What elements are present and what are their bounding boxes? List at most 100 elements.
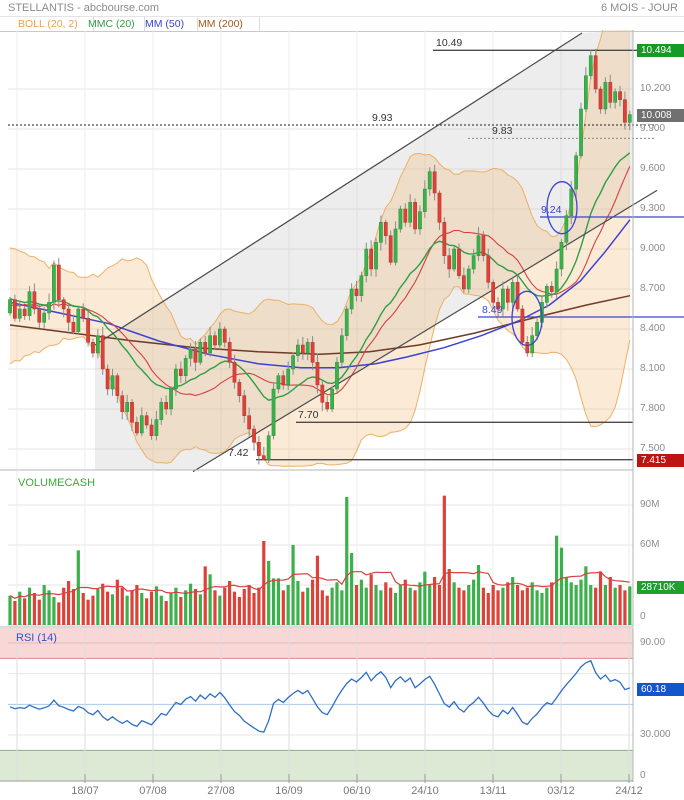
candle-body: [247, 415, 251, 430]
volume-bar: [554, 535, 559, 625]
volume-bar: [608, 577, 612, 625]
legend-bollinger[interactable]: BOLL (20, 2): [8, 17, 94, 31]
date-label: 13/11: [479, 785, 507, 797]
volume-bar: [198, 594, 202, 625]
date-label: 16/09: [275, 785, 303, 797]
candle-body: [354, 288, 359, 296]
candle-body: [403, 208, 408, 223]
volume-bar: [574, 585, 578, 625]
date-label: 18/07: [71, 785, 99, 797]
volume-pane[interactable]: [0, 470, 684, 628]
level-label-9.83: 9.83: [492, 125, 513, 138]
volume-bar: [310, 579, 315, 625]
candle-body: [227, 342, 232, 363]
mm200-line: [9, 294, 631, 356]
candle-body: [398, 208, 403, 230]
volume-bar: [301, 591, 305, 625]
volume-bar: [101, 583, 105, 625]
candle-body: [388, 235, 393, 263]
volume-bar: [320, 590, 324, 625]
candle-body: [408, 202, 413, 223]
volume-bar: [374, 585, 378, 625]
candle-body: [349, 288, 354, 310]
volume-bar: [530, 582, 534, 625]
candle-body: [569, 188, 574, 216]
candle-body: [193, 348, 198, 363]
volume-bar: [52, 597, 56, 625]
candle-body: [618, 91, 622, 100]
volume-bar: [179, 597, 183, 625]
volume-bar: [188, 583, 193, 625]
candle-body: [218, 328, 222, 346]
legend-mm50[interactable]: MM (50): [141, 17, 198, 31]
candle-body: [613, 91, 618, 103]
price-axis-label: 7.800: [640, 403, 666, 414]
volume-bar: [545, 587, 549, 625]
volume-bar: [306, 587, 310, 625]
candle-body: [164, 402, 169, 410]
candle-body: [56, 264, 61, 300]
candle-body: [17, 308, 22, 319]
volume-bar: [437, 585, 442, 625]
candle-body: [213, 335, 217, 346]
volume-bar: [496, 590, 500, 625]
candle-body: [432, 171, 437, 194]
volume-bar: [130, 590, 134, 625]
chart-title: STELLANTIS - abcbourse.com: [8, 2, 160, 14]
candle-body: [169, 388, 173, 410]
date-label: 24/12: [615, 785, 643, 797]
volume-bar: [125, 595, 129, 625]
price-axis-label: 10.200: [640, 83, 671, 94]
candle-body: [154, 419, 159, 436]
volume-bar: [428, 585, 432, 625]
legend-mmc20[interactable]: MMC (20): [84, 17, 145, 31]
timeframe-label: 6 MOIS - JOUR: [600, 2, 678, 14]
bollinger-upper: [9, 30, 604, 346]
candle-body: [281, 375, 286, 386]
candle-body: [422, 188, 427, 212]
candle-body: [232, 362, 237, 383]
legend-mm200[interactable]: MM (200): [194, 17, 260, 31]
candle-body: [579, 108, 583, 156]
candles: [8, 48, 632, 465]
volume-bar: [520, 590, 525, 625]
volume-bar: [120, 587, 124, 625]
channel-lower-line: [192, 189, 658, 473]
candle-body: [188, 348, 193, 359]
candle-body: [549, 286, 554, 292]
volume-bar: [393, 593, 398, 625]
candle-body: [442, 222, 447, 256]
date-label: 06/10: [343, 785, 371, 797]
price-axis-label: 9.000: [640, 243, 666, 254]
candle-body: [8, 299, 12, 314]
volume-bar: [501, 587, 505, 625]
date-label: 07/08: [139, 785, 167, 797]
candle-body: [588, 55, 593, 76]
last-volume-badge: 28710K: [637, 580, 684, 594]
candle-body: [471, 255, 476, 270]
price-pane[interactable]: [0, 30, 684, 473]
volume-bar: [62, 587, 66, 625]
volume-bar: [535, 590, 539, 625]
volume-bar: [603, 585, 607, 625]
candle-body: [71, 322, 76, 332]
volume-pane-label: VOLUMECASH: [18, 477, 96, 489]
period-low-badge: 7.415: [637, 454, 684, 468]
candle-body: [476, 235, 481, 256]
volume-bar: [37, 599, 41, 625]
candle-body: [447, 255, 452, 270]
volume-bar: [486, 593, 490, 625]
candle-body: [61, 299, 66, 310]
price-axis-label: 8.400: [640, 323, 666, 334]
volume-bar: [335, 582, 339, 625]
rsi-oversold-band: [0, 750, 633, 781]
date-label: 24/10: [411, 785, 439, 797]
volume-bar: [184, 590, 188, 625]
candle-body: [183, 358, 188, 376]
candle-body: [120, 395, 125, 412]
rsi-pane[interactable]: [0, 628, 684, 784]
candle-body: [564, 215, 569, 243]
rsi-axis-label: 90.00: [640, 637, 666, 648]
volume-bar: [174, 587, 178, 625]
candle-body: [315, 362, 320, 386]
